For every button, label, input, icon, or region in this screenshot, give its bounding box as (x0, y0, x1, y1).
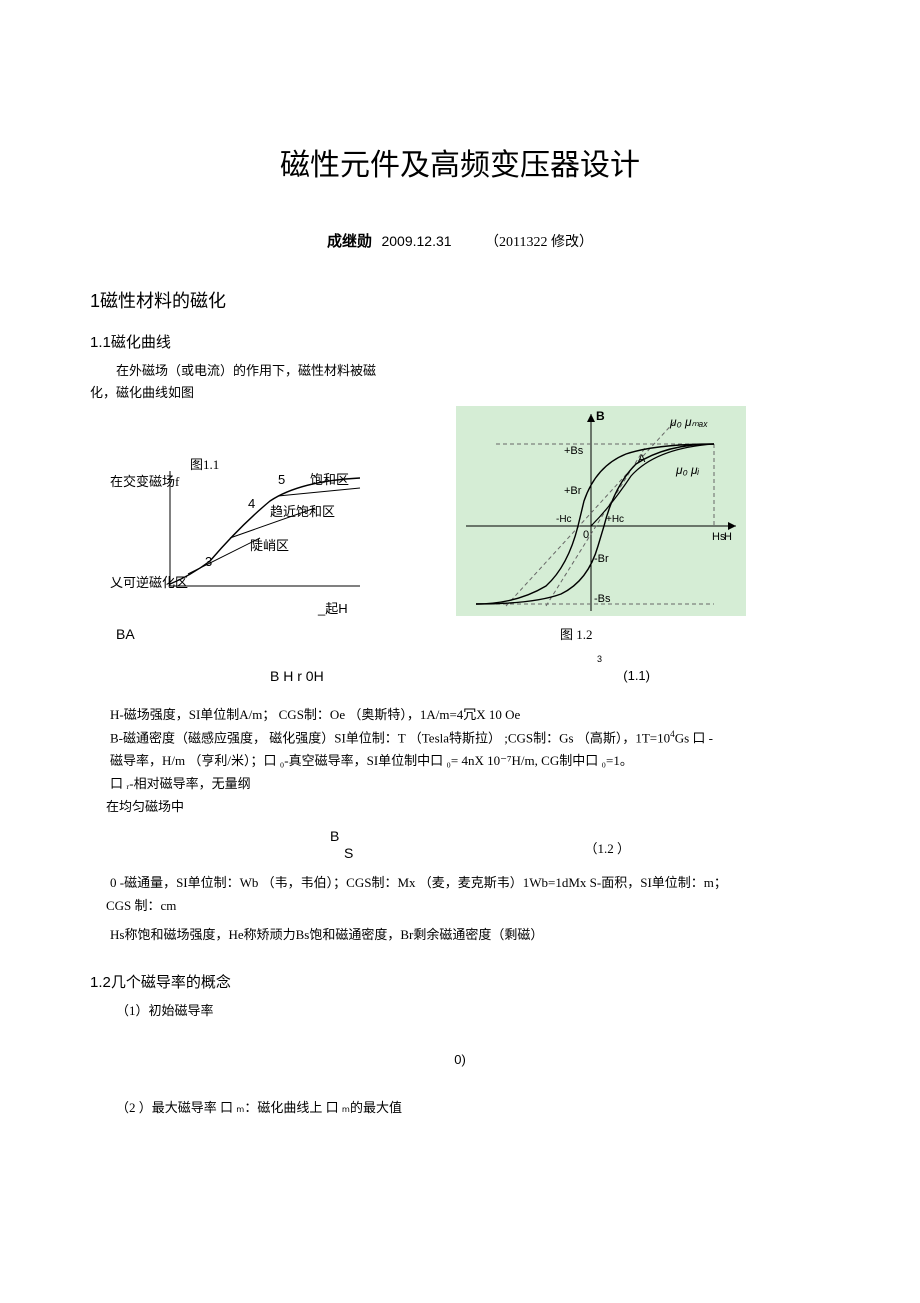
fig2-label-mu0i: μ₀ μᵢ (675, 463, 700, 477)
equation-1-1-row: 3 B H r 0H (1.1) (90, 668, 830, 696)
para-initial-mu: （1）初始磁导率 (90, 1000, 830, 1022)
fig1-num-5: 5 (278, 472, 285, 487)
fig2-label-A: A (638, 453, 646, 465)
fig1-num-3: 3 (205, 554, 212, 569)
def-uniform-field: 在均匀磁场中 (106, 796, 830, 819)
fig1-label-steep: 陡峭区 (250, 538, 289, 553)
def-mur: 口 ᵣ-相对磁导率，无量纲 (110, 773, 830, 796)
fig2-label-Bs-plus: +Bs (564, 445, 584, 457)
equation-1-2-num: （1.2 ） (584, 838, 630, 857)
equation-1-1-num: (1.1) (623, 668, 650, 683)
definitions-block: H-磁场强度，SI单位制A/m； CGS制：Oe （奥斯特），1A/m=4冗X … (90, 704, 830, 818)
section-1-2-heading: 1.2几个磁导率的概念 (90, 971, 830, 992)
equation-1-2-row: B S （1.2 ） (90, 828, 830, 872)
author-date: 2009.12.31 (381, 233, 451, 249)
fig2-label-Br-minus: -Br (594, 553, 609, 565)
figure-1-2: B H μ₀ μₘₐₓ μ₀ μᵢ +Bs +Br +Hc -Hc 0 -Br … (456, 406, 746, 616)
section-1-heading: 1磁性材料的磁化 (90, 287, 830, 313)
fig2-label-Br-plus: +Br (564, 485, 582, 497)
fig1-label-nearsat: 趋近饱和区 (270, 504, 335, 519)
section-1-1-heading: 1.1磁化曲线 (90, 331, 830, 352)
def-B: B-磁通密度（磁感应强度， 磁化强度）SI单位制：T （Tesla特斯拉） ;C… (110, 727, 830, 750)
equation-1-1: B H r 0H (270, 668, 324, 684)
fig2-label-Bs-minus: -Bs (594, 593, 611, 605)
text-reversible-region: 乂可逆磁化区 (110, 572, 188, 591)
fig2-label-B: B (596, 409, 605, 423)
para-max-mu: （2 ）最大磁导率 口 ₘ：磁化曲线上 口 ₘ的最大值 (90, 1097, 830, 1119)
eq2-S: S (344, 845, 353, 862)
figures-block: 图1.1 在交变磁场f 5 4 3 饱和区 趋近饱和区 陡峭区 乂可逆磁化区 _… (90, 406, 830, 666)
author-name: 成继勋 (327, 233, 372, 250)
author-line: 成继勋 2009.12.31 （2011322 修改） (90, 230, 830, 251)
text-qiH: _起H (318, 598, 348, 617)
eq2-B: B (330, 828, 353, 845)
para-2: 化，磁化曲线如图 (90, 382, 830, 404)
author-revision: （2011322 修改） (485, 235, 593, 250)
def-phi: 0 -磁通量，SI单位制：Wb （韦，韦伯）；CGS制：Mx （麦，麦克斯韦）1… (110, 872, 830, 895)
equation-zero: 0) (90, 1052, 830, 1067)
def-B-a: B-磁通密度（磁感应强度， 磁化强度）SI单位制：T （Tesla特斯拉） ;C… (110, 730, 670, 745)
para-1: 在外磁场（或电流）的作用下，磁性材料被磁 (90, 360, 830, 382)
fig1-num-4: 4 (248, 496, 255, 511)
fig2-label-Hc-minus: -Hc (556, 514, 572, 525)
fig2-label-Hs: Hs (712, 531, 726, 543)
def-H: H-磁场强度，SI单位制A/m； CGS制：Oe （奥斯特），1A/m=4冗X … (110, 704, 830, 727)
def-cgs-cm: CGS 制：cm (106, 895, 830, 918)
equation-1-2: B S (330, 828, 353, 862)
superscript-3: 3 (597, 654, 602, 664)
def-B-b: Gs 口 - (675, 730, 713, 745)
fig2-label-zero: 0 (583, 529, 589, 541)
fig2-label-mu0max: μ₀ μₘₐₓ (669, 415, 708, 429)
fig1-label-sat: 饱和区 (310, 472, 349, 487)
def-mu: 磁导率，H/m （亨利/米）；口 ₀-真空磁导率，SI单位制中口 ₀= 4nX … (110, 750, 830, 773)
def-HsHcBsBr: Hs称饱和磁场强度，He称矫顽力Bs饱和磁通密度，Br剩余磁通密度（剩磁） (110, 924, 830, 947)
figure-1-1: 5 4 3 饱和区 趋近饱和区 陡峭区 (160, 466, 370, 596)
document-title: 磁性元件及高频变压器设计 (90, 140, 830, 184)
fig2-label-Hc-plus: +Hc (606, 514, 624, 525)
figure-1-2-caption: 图 1.2 (560, 624, 593, 643)
text-BA: BA (116, 626, 135, 642)
